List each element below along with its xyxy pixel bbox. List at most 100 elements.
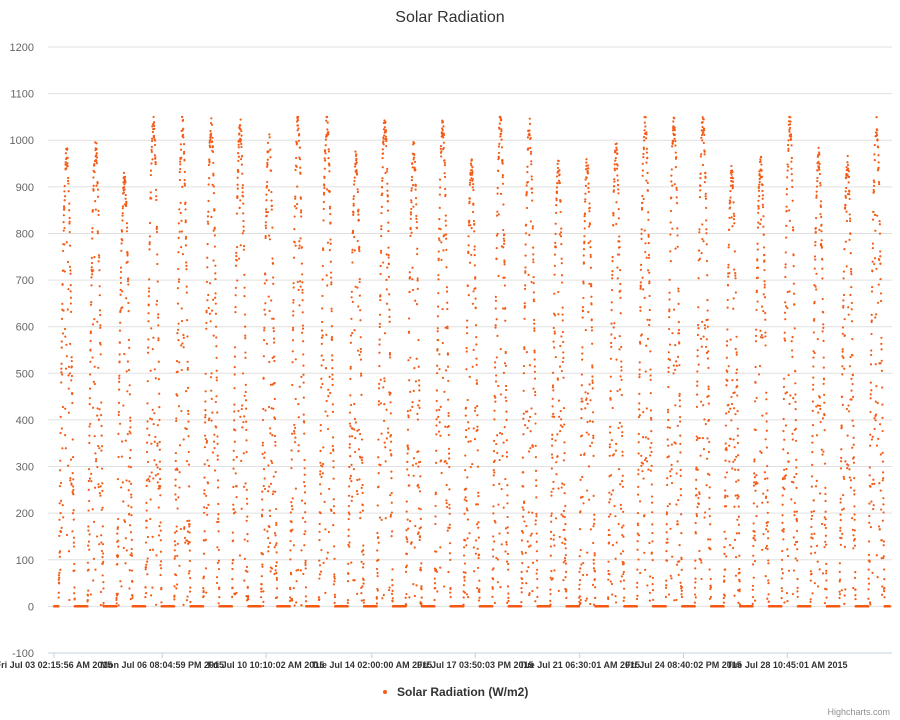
data-point bbox=[90, 472, 93, 475]
data-point bbox=[444, 219, 447, 222]
data-point bbox=[119, 266, 123, 269]
data-point bbox=[321, 334, 324, 337]
data-point bbox=[144, 568, 147, 571]
data-point bbox=[273, 546, 276, 549]
data-point bbox=[387, 246, 390, 249]
data-point bbox=[121, 214, 124, 217]
data-point bbox=[327, 132, 330, 136]
data-point bbox=[58, 576, 61, 579]
data-point bbox=[149, 498, 152, 501]
data-point bbox=[59, 481, 63, 485]
data-point bbox=[95, 152, 98, 155]
data-point bbox=[475, 343, 478, 346]
data-point bbox=[410, 201, 413, 204]
data-point bbox=[417, 465, 420, 468]
data-point bbox=[438, 408, 441, 411]
data-point bbox=[301, 273, 304, 276]
data-point bbox=[188, 541, 191, 544]
data-point bbox=[151, 586, 154, 589]
data-point bbox=[95, 162, 98, 165]
data-point bbox=[503, 261, 506, 264]
data-point bbox=[447, 379, 450, 383]
data-point bbox=[408, 271, 411, 274]
data-point bbox=[244, 399, 248, 402]
data-point bbox=[88, 397, 91, 400]
data-point bbox=[116, 478, 120, 481]
data-point bbox=[326, 241, 330, 244]
data-point bbox=[274, 569, 277, 572]
data-point bbox=[158, 448, 161, 451]
data-point bbox=[326, 115, 329, 119]
data-point bbox=[61, 405, 65, 409]
data-point bbox=[211, 140, 214, 143]
data-point bbox=[272, 282, 275, 285]
data-point bbox=[387, 253, 390, 257]
data-point bbox=[352, 202, 355, 205]
data-point bbox=[532, 387, 535, 390]
data-point bbox=[299, 166, 302, 169]
data-point bbox=[148, 434, 151, 437]
data-point bbox=[462, 584, 466, 587]
data-point bbox=[210, 372, 213, 375]
data-point bbox=[503, 276, 506, 279]
data-point bbox=[90, 273, 94, 276]
data-point bbox=[144, 592, 148, 595]
data-point bbox=[240, 163, 243, 166]
data-point bbox=[116, 554, 120, 558]
data-point bbox=[181, 115, 184, 119]
data-point bbox=[69, 342, 72, 345]
data-point bbox=[332, 524, 335, 527]
data-point bbox=[152, 135, 156, 138]
data-point bbox=[529, 447, 532, 450]
data-point bbox=[549, 545, 552, 548]
data-point bbox=[67, 176, 70, 180]
data-point bbox=[346, 599, 350, 602]
data-point bbox=[92, 176, 95, 179]
data-point bbox=[159, 573, 162, 577]
data-point bbox=[216, 454, 219, 457]
data-point bbox=[235, 246, 239, 249]
data-point bbox=[272, 327, 275, 330]
data-point bbox=[532, 282, 535, 285]
data-point bbox=[122, 186, 126, 189]
data-point bbox=[87, 479, 90, 483]
data-point bbox=[130, 547, 133, 551]
data-point bbox=[355, 490, 359, 493]
data-point bbox=[380, 186, 384, 189]
data-point bbox=[240, 459, 243, 462]
data-point bbox=[264, 302, 267, 305]
data-point bbox=[266, 180, 269, 184]
data-point bbox=[496, 451, 499, 455]
data-point bbox=[72, 493, 75, 496]
data-point bbox=[441, 120, 445, 124]
data-point bbox=[382, 261, 385, 264]
data-point bbox=[360, 458, 363, 462]
data-point bbox=[382, 143, 385, 146]
data-point bbox=[318, 522, 321, 526]
data-point bbox=[244, 334, 247, 337]
data-point bbox=[441, 376, 445, 379]
data-point bbox=[361, 509, 364, 512]
data-point bbox=[243, 394, 246, 397]
data-point bbox=[347, 504, 351, 508]
data-point bbox=[147, 346, 150, 349]
data-point bbox=[184, 244, 188, 247]
data-point bbox=[68, 244, 72, 247]
data-point bbox=[179, 163, 182, 166]
data-point bbox=[437, 250, 440, 253]
data-point bbox=[275, 523, 278, 527]
data-point bbox=[352, 195, 355, 198]
data-point bbox=[444, 187, 447, 191]
data-point bbox=[177, 267, 180, 271]
data-point bbox=[436, 364, 439, 367]
data-point bbox=[446, 301, 449, 304]
data-point bbox=[535, 559, 539, 562]
data-point bbox=[294, 197, 297, 200]
data-point bbox=[376, 589, 379, 592]
data-point bbox=[93, 163, 96, 166]
data-point bbox=[536, 595, 539, 599]
data-point bbox=[214, 272, 217, 275]
data-point bbox=[506, 585, 510, 588]
data-point bbox=[495, 374, 498, 377]
data-point bbox=[534, 444, 537, 447]
